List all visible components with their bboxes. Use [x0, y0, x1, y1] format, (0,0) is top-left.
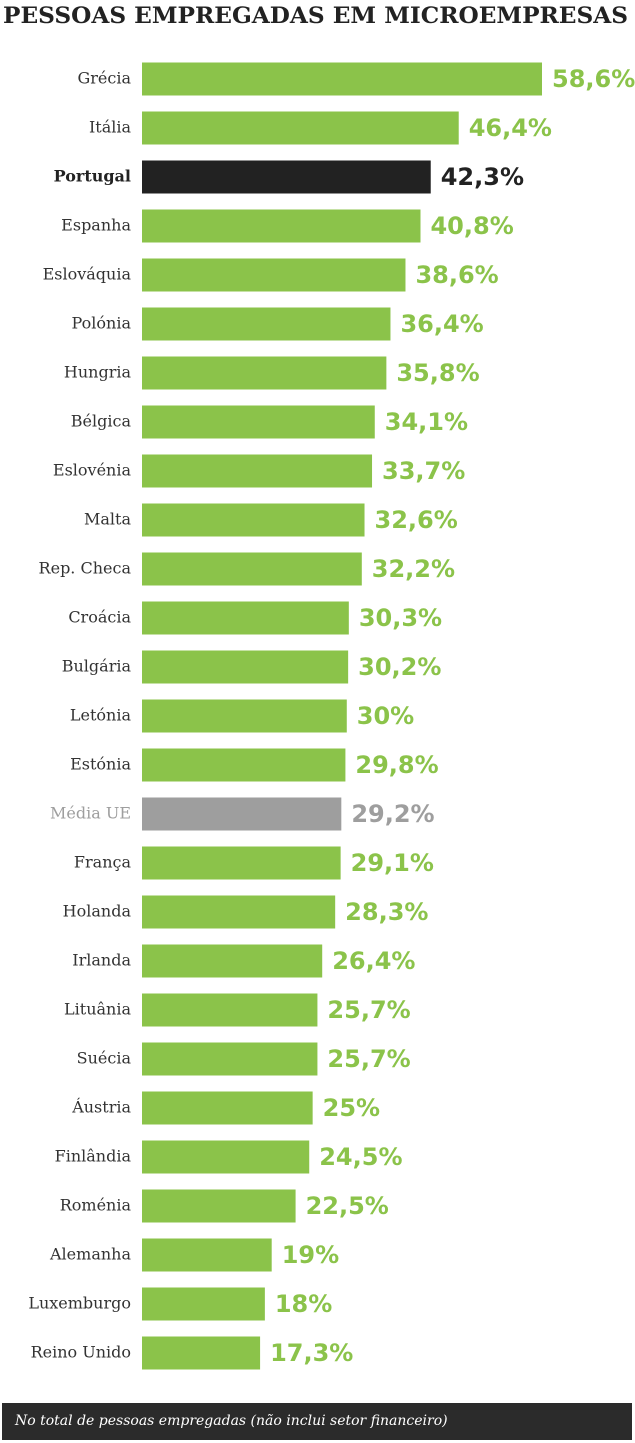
value-label: 30,2%	[358, 653, 441, 681]
value-label: 25,7%	[327, 1045, 410, 1073]
bar	[142, 1336, 261, 1370]
category-label: Áustria	[71, 1097, 131, 1117]
category-label: Croácia	[68, 608, 131, 627]
category-label: França	[74, 853, 132, 872]
value-label: 32,6%	[375, 506, 458, 534]
category-label: Reino Unido	[31, 1343, 131, 1362]
note-box	[2, 1403, 632, 1440]
category-label: Luxemburgo	[28, 1294, 131, 1313]
bar	[142, 993, 318, 1027]
value-label: 29,2%	[351, 800, 434, 828]
category-label: Eslováquia	[43, 265, 132, 284]
category-label: Alemanha	[49, 1245, 131, 1264]
value-label: 29,8%	[355, 751, 438, 779]
bar	[142, 797, 342, 831]
value-label: 58,6%	[552, 65, 635, 93]
category-label: Média UE	[50, 804, 131, 823]
value-label: 25,7%	[327, 996, 410, 1024]
bar	[142, 944, 323, 978]
value-label: 33,7%	[382, 457, 465, 485]
bar	[142, 356, 387, 390]
bar	[142, 1238, 272, 1272]
bar	[142, 1091, 313, 1125]
category-label: Polónia	[72, 314, 132, 333]
value-label: 42,3%	[441, 163, 524, 191]
bar	[142, 601, 349, 635]
chart-title: PESSOAS EMPREGADAS EM MICROEMPRESAS	[3, 3, 628, 29]
note: No total de pessoas empregadas (não incl…	[14, 1413, 448, 1429]
bar	[142, 1140, 310, 1174]
category-label: Itália	[89, 118, 132, 137]
value-label: 46,4%	[469, 114, 552, 142]
category-label: Roménia	[60, 1196, 132, 1215]
category-label: Bulgária	[62, 657, 132, 676]
value-label: 30%	[357, 702, 414, 730]
bar	[142, 650, 349, 684]
value-label: 35,8%	[396, 359, 479, 387]
bar	[142, 1042, 318, 1076]
category-label: Malta	[84, 510, 131, 529]
bar	[142, 503, 365, 537]
value-label: 26,4%	[332, 947, 415, 975]
value-label: 17,3%	[270, 1339, 353, 1367]
category-label: Finlândia	[55, 1147, 132, 1166]
category-label: Rep. Checa	[39, 559, 132, 578]
category-label: Hungria	[64, 363, 132, 382]
category-label: Bélgica	[71, 412, 132, 431]
bar	[142, 552, 362, 586]
bar	[142, 209, 421, 243]
bar	[142, 699, 347, 733]
category-label: Espanha	[61, 216, 131, 235]
value-label: 40,8%	[430, 212, 513, 240]
value-label: 22,5%	[306, 1192, 389, 1220]
bar	[142, 160, 431, 194]
bar	[142, 1189, 296, 1223]
category-label: Grécia	[77, 69, 131, 88]
bar	[142, 111, 459, 145]
bar	[142, 307, 391, 341]
category-label: Lituânia	[64, 1000, 131, 1019]
category-label: Holanda	[63, 902, 132, 921]
category-label: Estónia	[70, 755, 131, 774]
bar	[142, 1287, 265, 1321]
value-label: 30,3%	[359, 604, 442, 632]
value-label: 18%	[275, 1290, 332, 1318]
bar	[142, 846, 341, 880]
category-label: Irlanda	[72, 951, 131, 970]
bar	[142, 405, 375, 439]
bar	[142, 454, 373, 488]
bar	[142, 748, 346, 782]
value-label: 32,2%	[372, 555, 455, 583]
bar	[142, 895, 336, 929]
category-label: Suécia	[77, 1049, 132, 1068]
bar	[142, 258, 406, 292]
value-label: 38,6%	[415, 261, 498, 289]
value-label: 36,4%	[400, 310, 483, 338]
bar	[142, 62, 542, 96]
value-label: 34,1%	[385, 408, 468, 436]
category-label: Portugal	[54, 167, 131, 186]
value-label: 29,1%	[351, 849, 434, 877]
value-label: 19%	[282, 1241, 339, 1269]
value-label: 25%	[323, 1094, 380, 1122]
value-label: 24,5%	[319, 1143, 402, 1171]
category-label: Letónia	[70, 706, 132, 725]
value-label: 28,3%	[345, 898, 428, 926]
category-label: Eslovénia	[53, 461, 132, 480]
